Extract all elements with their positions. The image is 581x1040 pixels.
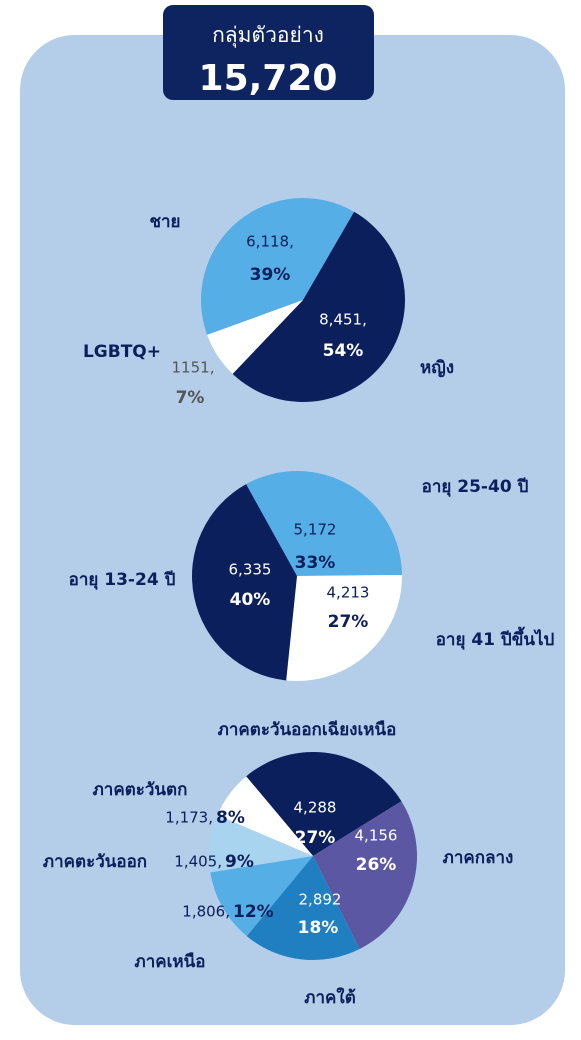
category-label: อายุ 41 ปีขึ้นไป [436,626,555,650]
category-label: ภาคตะวันตก [93,780,188,800]
percent-label: 27% [328,612,369,632]
value-label: 1,806, [182,903,230,921]
category-label: ภาคใต้ [304,987,355,1008]
category-label: หญิง [420,358,454,378]
category-label: LGBTQ+ [83,342,161,362]
pie-slice [209,815,313,873]
percent-label: 12% [233,902,274,922]
pie-slice [217,776,313,856]
pie-slice [246,471,402,576]
category-label: ภาคเหนือ [135,951,206,972]
percent-label: 54% [323,341,364,361]
pie-slice [286,574,402,681]
category-label: อายุ 13-24 ปี [69,569,176,590]
percent-label: 7% [176,388,205,408]
pie-slice [246,752,402,856]
pie-slice [210,856,313,937]
pie-slice [191,484,297,681]
percent-label: 9% [225,852,254,872]
percent-label: 8% [216,808,245,828]
category-label: ชาย [149,212,180,232]
category-label: ภาคกลาง [443,848,514,868]
header-title: กลุ่มตัวอย่าง [212,23,324,48]
category-label: ภาคตะวันออก [43,852,147,872]
percent-label: 27% [295,828,336,848]
value-label: 1,405, [174,853,222,871]
value-label: 2,892 [299,891,342,909]
percent-label: 33% [295,553,336,573]
percent-label: 18% [298,918,339,938]
value-label: 1151, [172,359,215,377]
value-label: 1,173, [165,809,213,827]
pie-slice [207,300,303,374]
percent-label: 39% [250,265,291,285]
category-label: ภาคตะวันออกเฉียงเหนือ [218,719,397,740]
value-label: 4,213 [327,584,370,602]
value-label: 6,118, [246,233,294,251]
pie-slice [201,198,355,335]
pie-slice [313,801,418,949]
header-box [163,5,374,100]
header-total: 15,720 [199,58,338,99]
percent-label: 26% [356,855,397,875]
pie-slice [232,211,406,402]
value-label: 4,288 [294,799,337,817]
value-label: 6,335 [229,561,272,579]
value-label: 5,172 [294,521,337,539]
pie-slice [246,856,360,960]
category-label: อายุ 25-40 ปี [422,476,529,497]
percent-label: 40% [230,590,271,610]
value-label: 8,451, [319,311,367,329]
value-label: 4,156 [355,827,398,845]
